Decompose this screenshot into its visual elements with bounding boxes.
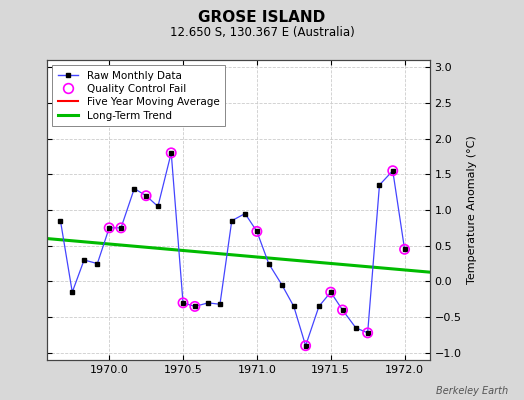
Point (142, 192, 150, 199)
Y-axis label: Temperature Anomaly (°C): Temperature Anomaly (°C) (467, 136, 477, 284)
Point (339, 307, 347, 313)
Point (253, 228, 261, 235)
Text: 12.650 S, 130.367 E (Australia): 12.650 S, 130.367 E (Australia) (170, 26, 354, 39)
Point (167, 150, 176, 156)
Point (326, 289, 335, 295)
Point (389, 168, 397, 174)
Point (364, 330, 372, 336)
Text: Berkeley Earth: Berkeley Earth (436, 386, 508, 396)
Point (301, 342, 310, 349)
Point (117, 225, 125, 231)
Text: GROSE ISLAND: GROSE ISLAND (199, 10, 325, 25)
Point (105, 225, 113, 231)
Point (179, 300, 187, 306)
Legend: Raw Monthly Data, Quality Control Fail, Five Year Moving Average, Long-Term Tren: Raw Monthly Data, Quality Control Fail, … (52, 65, 225, 126)
Point (400, 246, 409, 252)
Point (191, 303, 199, 310)
